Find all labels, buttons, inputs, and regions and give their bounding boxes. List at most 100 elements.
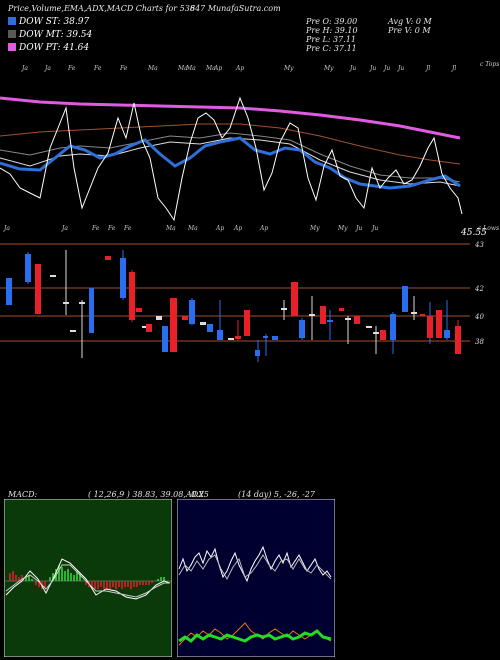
macd-label: MACD: [8, 490, 38, 499]
adx-minus-di-line [178, 629, 332, 643]
svg-text:Ju: Ju [348, 65, 356, 72]
stat-pre-volume: Pre V: 0 M [388, 26, 431, 35]
candle [146, 324, 152, 332]
candle [380, 330, 386, 340]
candle [207, 324, 213, 332]
macd-panel [4, 499, 172, 657]
svg-text:Ju: Ju [354, 225, 362, 232]
candle [70, 330, 76, 332]
svg-text:My: My [283, 65, 294, 72]
svg-text:Fe: Fe [119, 65, 128, 72]
candle [217, 330, 223, 340]
adx-panel [177, 499, 335, 657]
candles-panel: 43 42 40 38 [0, 241, 484, 362]
svg-text:My: My [337, 225, 348, 232]
stat-pre-high: Pre H: 39.10 [306, 26, 358, 35]
candle [436, 310, 442, 338]
candle [120, 258, 126, 298]
candle [373, 332, 379, 334]
candle [444, 330, 450, 338]
candle [89, 288, 94, 333]
candle [327, 320, 333, 322]
svg-text:Jl: Jl [424, 65, 430, 72]
svg-text:Ap: Ap [213, 65, 222, 72]
svg-text:Ma: Ma [147, 65, 158, 72]
candle [200, 322, 206, 325]
candle [50, 275, 56, 277]
legend-dow-st-label: DOW ST: 38.97 [19, 17, 90, 27]
tops-label: c Tops [480, 61, 499, 68]
candle [136, 308, 142, 312]
candle [390, 314, 396, 340]
candle [142, 326, 148, 328]
svg-text:Fe: Fe [67, 65, 76, 72]
stat-pre-close: Pre C: 37.11 [306, 44, 357, 53]
candle [420, 314, 425, 316]
svg-text:Ja: Ja [43, 65, 51, 72]
svg-text:Ja: Ja [2, 225, 10, 232]
price-line [0, 96, 463, 222]
candle [345, 318, 351, 320]
candle [299, 320, 305, 338]
candle [366, 326, 372, 328]
legend-dow-mt: DOW MT: 39.54 [8, 30, 92, 40]
site-label: 647 MunafaSutra.com [190, 4, 281, 13]
candle [182, 316, 188, 320]
candle [320, 306, 326, 324]
candles [6, 250, 461, 362]
candle [129, 272, 135, 320]
ema-mid-line [0, 137, 461, 187]
adx-plus-di-line [178, 622, 332, 646]
candle [281, 308, 287, 310]
svg-text:Ap: Ap [215, 225, 224, 232]
candle [79, 302, 85, 304]
macd-values: ( 12,26,9 ) 38.83, 39.08, -0.25 [88, 490, 209, 499]
svg-text:Ma: Ma [187, 225, 198, 232]
svg-text:Ja: Ja [20, 65, 28, 72]
svg-text:Ju: Ju [370, 225, 378, 232]
svg-text:Fe: Fe [123, 225, 132, 232]
candle [25, 254, 31, 282]
lows-label: c Lows [478, 225, 499, 232]
svg-text:Ju: Ju [396, 65, 404, 72]
svg-text:Fe: Fe [107, 225, 116, 232]
last-price-label: 45.55 [460, 228, 487, 238]
adx-line [178, 545, 332, 583]
y-tick-42: 42 [474, 285, 484, 293]
candle [63, 302, 69, 304]
dow-pt-line [0, 96, 461, 140]
legend-swatch-pt [8, 43, 16, 51]
adx-values: (14 day) 5, -26, -27 [238, 490, 315, 499]
ema-long-line [0, 123, 461, 165]
candle [411, 312, 417, 314]
svg-text:Ap: Ap [233, 225, 242, 232]
svg-text:Ma: Ma [177, 65, 188, 72]
svg-text:Jl: Jl [450, 65, 456, 72]
stat-pre-low: Pre L: 37.11 [306, 35, 356, 44]
candle [272, 336, 278, 340]
legend-dow-pt: DOW PT: 41.64 [8, 43, 89, 53]
candle [263, 336, 268, 338]
svg-text:Ma: Ma [165, 225, 176, 232]
legend-swatch-mt [8, 30, 16, 38]
candle [427, 316, 433, 338]
svg-text:Fe: Fe [91, 225, 100, 232]
svg-text:Fe: Fe [93, 65, 102, 72]
svg-text:Ju: Ju [368, 65, 376, 72]
candle [35, 264, 41, 314]
svg-text:Ma: Ma [185, 65, 196, 72]
svg-text:Ma: Ma [205, 65, 216, 72]
svg-text:My: My [309, 225, 320, 232]
price-level-lines [0, 243, 470, 342]
svg-text:Ja: Ja [60, 225, 68, 232]
candle [189, 300, 195, 324]
candle [402, 286, 408, 312]
adx-label: ADX [186, 490, 204, 499]
macd-background [4, 499, 172, 657]
candle [162, 326, 168, 352]
macd-histogram [9, 565, 165, 589]
svg-text:Ju: Ju [382, 65, 390, 72]
dow-st-line [0, 136, 461, 190]
